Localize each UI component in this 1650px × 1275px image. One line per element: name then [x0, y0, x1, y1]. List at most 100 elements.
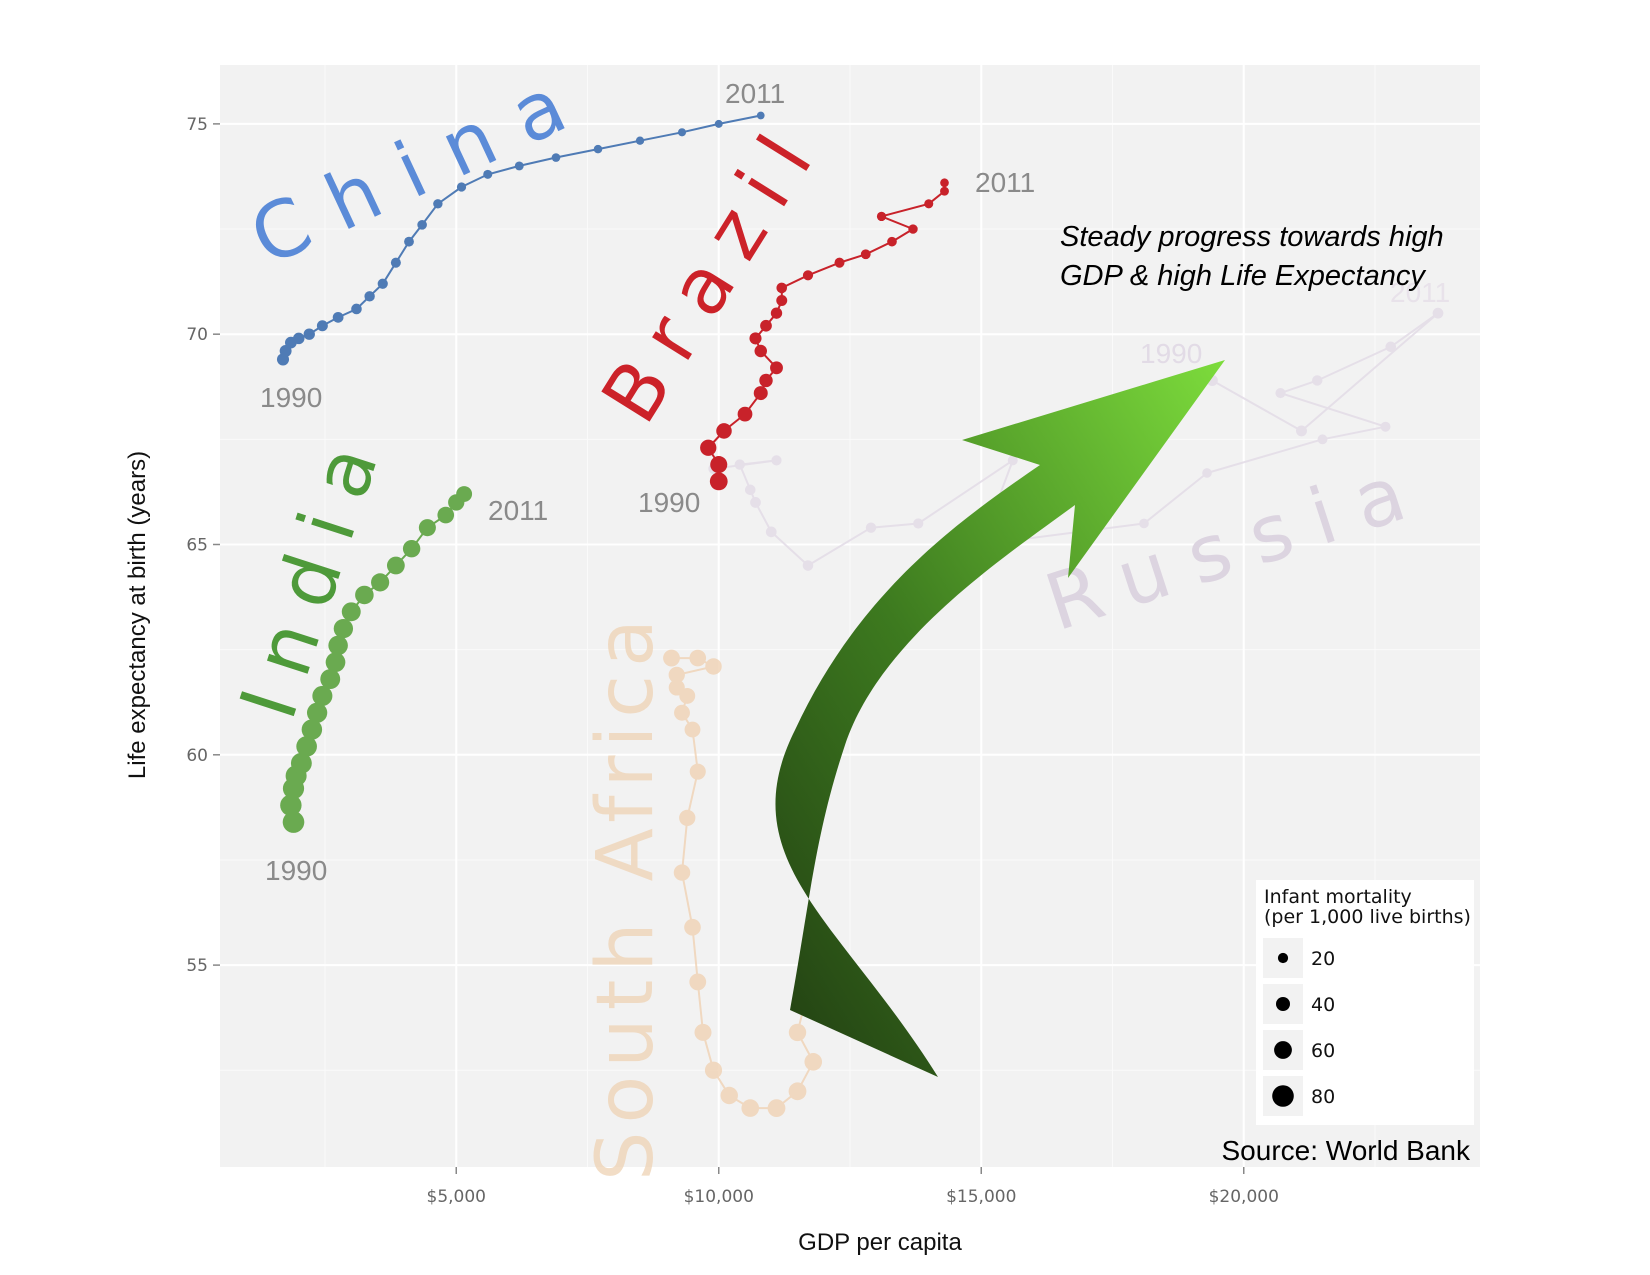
brazil-point — [749, 332, 762, 345]
china-point — [351, 303, 362, 315]
south-africa-point — [689, 763, 706, 780]
annotation-line-1: Steady progress towards high — [1060, 221, 1444, 253]
brazil-point — [737, 406, 753, 422]
china-point — [677, 128, 687, 137]
russia-point — [750, 497, 761, 508]
india-point — [328, 635, 348, 656]
india-end-year: 2011 — [488, 495, 548, 526]
legend-title-line-1: Infant mortality — [1264, 886, 1412, 908]
y-tick-label: 70 — [186, 325, 208, 345]
brazil-point — [770, 307, 783, 319]
russia-point — [1432, 307, 1444, 319]
south-africa-point — [704, 1061, 723, 1079]
china-point — [714, 119, 723, 128]
brazil-point — [776, 282, 788, 294]
india-point — [333, 618, 354, 639]
russia-point — [1296, 425, 1307, 437]
brazil-point — [759, 373, 773, 388]
india-point — [320, 669, 341, 690]
legend-key-label: 80 — [1311, 1086, 1335, 1108]
china-point — [514, 161, 524, 171]
legend-key-label: 60 — [1311, 1040, 1335, 1062]
russia-point — [913, 518, 924, 529]
series-layer — [276, 111, 1444, 1118]
india-point — [386, 556, 405, 575]
y-axis: 55 60 65 70 75 — [186, 115, 220, 976]
china-point — [456, 182, 467, 192]
brazil-point — [908, 224, 918, 234]
china-start-year: 1990 — [260, 382, 322, 413]
series-india — [280, 486, 473, 833]
brazil-point — [940, 186, 949, 196]
y-tick-label: 60 — [186, 746, 208, 766]
legend-key-dot — [1274, 1041, 1292, 1059]
russia-point — [1380, 421, 1391, 432]
legend-key-label: 40 — [1311, 994, 1335, 1016]
india-point — [280, 794, 302, 816]
india-point — [301, 719, 323, 740]
y-tick-label: 55 — [186, 956, 208, 976]
china-point — [551, 153, 561, 162]
x-tick-label: $10,000 — [684, 1187, 754, 1207]
india-point — [282, 811, 305, 833]
brazil-start-year: 1990 — [638, 487, 700, 518]
india-point — [402, 539, 421, 558]
russia-end-year: 2011 — [1390, 277, 1450, 308]
south-africa-point — [679, 809, 696, 827]
country-label-south-africa: South Africa — [581, 611, 671, 1181]
size-legend: Infant mortality (per 1,000 live births)… — [1256, 880, 1474, 1125]
south-africa-point — [804, 1053, 823, 1071]
russia-point — [734, 459, 745, 470]
south-africa-point — [788, 1082, 807, 1101]
south-africa-point — [684, 918, 701, 936]
russia-point — [1317, 434, 1328, 445]
russia-point — [1139, 518, 1149, 529]
legend-key-label: 20 — [1311, 948, 1335, 970]
brazil-point — [709, 472, 728, 491]
south-africa-point — [788, 1023, 807, 1042]
south-africa-point — [679, 687, 696, 704]
brazil-point — [834, 257, 845, 268]
series-brazil — [700, 178, 949, 491]
south-africa-point — [705, 658, 722, 675]
legend-key-dot — [1277, 952, 1289, 964]
south-africa-point — [673, 864, 691, 881]
brazil-point — [700, 439, 717, 456]
russia-point — [802, 560, 814, 571]
x-tick-label: $15,000 — [946, 1187, 1016, 1207]
china-point — [404, 236, 414, 247]
china-point — [417, 220, 427, 230]
brazil-point — [716, 423, 732, 439]
russia-point — [1007, 455, 1018, 466]
china-point — [364, 291, 375, 302]
progress-arrow — [775, 360, 1225, 1077]
india-point — [290, 752, 312, 774]
china-point — [332, 311, 344, 323]
russia-point — [1202, 468, 1212, 478]
brazil-point — [924, 199, 934, 209]
india-point — [418, 519, 436, 537]
source-label: Source: World Bank — [1222, 1135, 1471, 1166]
india-point — [355, 585, 374, 605]
south-africa-point — [767, 1099, 786, 1118]
brazil-point — [940, 178, 949, 188]
brazil-point — [710, 456, 728, 474]
china-point — [390, 257, 401, 268]
russia-point — [1312, 375, 1323, 386]
south-africa-point — [689, 973, 707, 991]
china-point — [756, 111, 765, 120]
south-africa-point — [741, 1099, 760, 1117]
brazil-point — [770, 361, 783, 375]
brazil-point — [776, 295, 788, 307]
annotation-line-2: GDP & high Life Expectancy — [1060, 260, 1426, 292]
india-point — [341, 602, 361, 622]
china-point — [483, 169, 493, 179]
india-point — [371, 573, 390, 592]
brazil-point — [887, 236, 897, 247]
legend-key-dot — [1276, 997, 1290, 1011]
russia-point — [1385, 341, 1397, 353]
y-axis-title: Life expectancy at birth (years) — [124, 451, 151, 779]
russia-point — [744, 484, 756, 496]
x-tick-label: $20,000 — [1209, 1187, 1279, 1207]
brazil-point — [876, 211, 887, 222]
